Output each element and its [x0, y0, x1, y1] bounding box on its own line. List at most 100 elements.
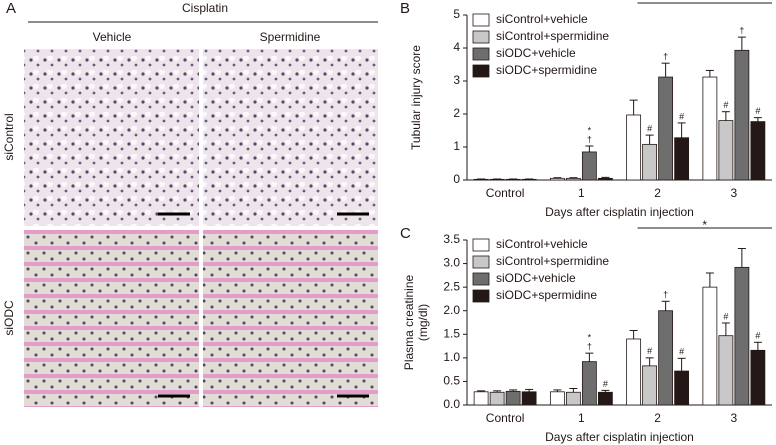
y-tick-label: 4 — [453, 40, 460, 54]
y-tick-label: 3.0 — [443, 256, 460, 270]
legend-label: siODC+spermidine — [496, 288, 597, 302]
x-tick-label: 2 — [654, 411, 661, 425]
bar — [565, 391, 581, 406]
bar — [734, 266, 750, 406]
significance-symbol: † — [739, 25, 744, 35]
bar — [658, 310, 674, 406]
row-label: siControl — [2, 113, 16, 160]
legend-swatch — [472, 238, 490, 252]
y-tick-label: 2.0 — [443, 303, 460, 317]
treatment-label: Cisplatin — [182, 1, 228, 15]
bar — [597, 391, 613, 406]
legend-label: siControl+vehicle — [496, 237, 588, 251]
x-tick-label: 1 — [578, 186, 585, 200]
bar — [658, 76, 674, 181]
significance-symbol: # — [723, 311, 728, 321]
significance-symbol: # — [679, 347, 684, 357]
bar — [750, 121, 766, 181]
bar — [521, 178, 537, 181]
panel-label: A — [6, 0, 16, 17]
bar — [505, 178, 521, 181]
y-tick-label: 2 — [453, 106, 460, 120]
significance-symbol: † — [663, 52, 668, 62]
significance-symbol: # — [647, 346, 652, 356]
micrograph — [24, 230, 199, 407]
panel-label: C — [400, 225, 411, 242]
bar — [505, 390, 521, 406]
significance-symbol: † — [587, 134, 592, 144]
bar — [581, 151, 597, 181]
bar — [718, 335, 734, 406]
significance-label: * — [702, 0, 707, 7]
bar — [565, 177, 581, 181]
micrograph — [203, 230, 378, 407]
y-tick-label: 3.5 — [443, 232, 460, 246]
x-tick-label: 2 — [654, 186, 661, 200]
y-tick-label: 0.5 — [443, 374, 460, 388]
bar — [642, 365, 658, 406]
bar — [702, 76, 718, 181]
significance-symbol: # — [647, 123, 652, 133]
y-axis-label: (mg/dl) — [416, 304, 430, 341]
bar — [702, 286, 718, 406]
legend-swatch — [472, 64, 490, 78]
bar — [489, 391, 505, 406]
bar — [581, 361, 597, 406]
legend-swatch — [472, 30, 490, 44]
significance-symbol: † — [587, 342, 592, 352]
significance-label: * — [702, 218, 707, 232]
y-tick-label: 2.5 — [443, 279, 460, 293]
column-label: Vehicle — [93, 30, 132, 44]
y-axis-label: Tubular injury score — [409, 45, 423, 150]
bar — [642, 143, 658, 181]
x-tick-label: 3 — [731, 186, 738, 200]
bar — [521, 391, 537, 406]
y-axis-label: Plasma creatinine — [402, 274, 416, 370]
y-tick-label: 1.5 — [443, 326, 460, 340]
row-label: siODC — [2, 300, 16, 336]
x-axis-label: Days after cisplatin injection — [545, 205, 694, 219]
legend-swatch — [472, 289, 490, 303]
legend-swatch — [472, 13, 490, 27]
micrograph — [203, 49, 378, 226]
x-tick-label: 1 — [578, 411, 585, 425]
bar — [734, 49, 750, 181]
legend-label: siControl+vehicle — [496, 12, 588, 26]
y-tick-label: 3 — [453, 73, 460, 87]
legend-label: siODC+spermidine — [496, 63, 597, 77]
bar — [549, 177, 565, 181]
bar — [597, 177, 613, 181]
bar — [674, 370, 690, 406]
bar — [718, 120, 734, 181]
bar — [473, 391, 489, 406]
bar — [750, 349, 766, 406]
legend-label: siControl+spermidine — [496, 29, 609, 43]
micrograph — [24, 49, 199, 226]
y-tick-label: 5 — [453, 7, 460, 21]
x-tick-label: 3 — [731, 411, 738, 425]
legend-swatch — [472, 47, 490, 61]
bar — [626, 114, 642, 181]
x-tick-label: Control — [486, 411, 525, 425]
y-tick-label: 1.0 — [443, 350, 460, 364]
x-axis-label: Days after cisplatin injection — [545, 430, 694, 444]
x-tick-label: Control — [486, 186, 525, 200]
bar — [549, 391, 565, 406]
significance-symbol: # — [603, 379, 608, 389]
bar — [626, 338, 642, 406]
y-tick-label: 0 — [453, 172, 460, 186]
y-tick-label: 1 — [453, 139, 460, 153]
legend-label: siODC+vehicle — [496, 46, 576, 60]
bar — [489, 178, 505, 181]
column-label: Spermidine — [260, 30, 321, 44]
significance-symbol: # — [723, 100, 728, 110]
legend-label: siODC+vehicle — [496, 271, 576, 285]
significance-symbol: # — [755, 331, 760, 341]
significance-symbol: † — [663, 290, 668, 300]
significance-symbol: * — [588, 333, 592, 343]
bar — [674, 137, 690, 181]
panel-label: B — [400, 0, 410, 17]
significance-symbol: # — [679, 111, 684, 121]
y-tick-label: 0.0 — [443, 397, 460, 411]
